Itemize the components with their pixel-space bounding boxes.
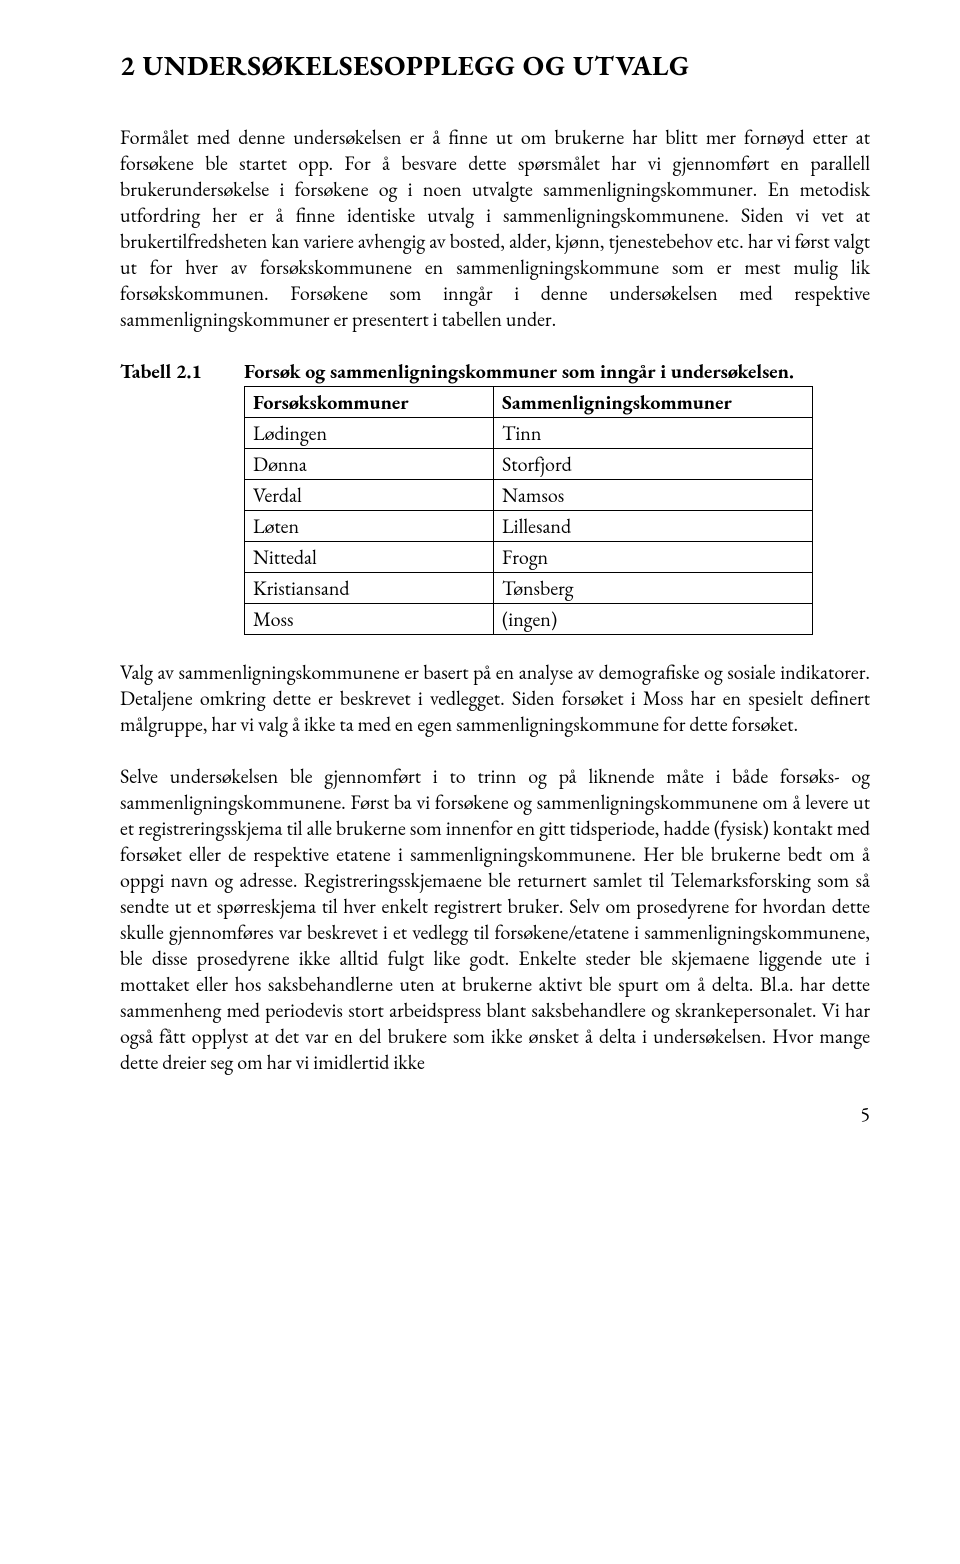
table-cell: Verdal xyxy=(245,480,494,511)
table-cell: Lillesand xyxy=(494,511,813,542)
table-header-row: Forsøkskommuner Sammenligningskommuner xyxy=(245,387,813,418)
table-cell: Tinn xyxy=(494,418,813,449)
section-heading: 2 UNDERSØKELSESOPPLEGG OG UTVALG xyxy=(120,48,870,84)
page-number: 5 xyxy=(120,1101,870,1127)
table-cell: Lødingen xyxy=(245,418,494,449)
table-row: Verdal Namsos xyxy=(245,480,813,511)
table-label: Tabell 2.1 xyxy=(120,358,244,384)
table-row: Løten Lillesand xyxy=(245,511,813,542)
table-row: Dønna Storfjord xyxy=(245,449,813,480)
paragraph-1: Formålet med denne undersøkelsen er å fi… xyxy=(120,124,870,332)
table-row: Nittedal Frogn xyxy=(245,542,813,573)
table-header-a: Forsøkskommuner xyxy=(245,387,494,418)
table-cell: Løten xyxy=(245,511,494,542)
table-cell: Nittedal xyxy=(245,542,494,573)
table-cell: Frogn xyxy=(494,542,813,573)
table-cell: Moss xyxy=(245,604,494,635)
paragraph-2: Valg av sammenligningskommunene er baser… xyxy=(120,659,870,737)
table-2-1: Tabell 2.1 Forsøk og sammenligningskommu… xyxy=(120,358,870,635)
table-row: Moss (ingen) xyxy=(245,604,813,635)
table-cell: Dønna xyxy=(245,449,494,480)
table-cell: Kristiansand xyxy=(245,573,494,604)
table-cell: Tønsberg xyxy=(494,573,813,604)
table-caption: Tabell 2.1 Forsøk og sammenligningskommu… xyxy=(120,358,870,384)
table-header-b: Sammenligningskommuner xyxy=(494,387,813,418)
comparison-table: Forsøkskommuner Sammenligningskommuner L… xyxy=(244,386,813,635)
table-cell: (ingen) xyxy=(494,604,813,635)
table-cell: Storfjord xyxy=(494,449,813,480)
paragraph-3: Selve undersøkelsen ble gjennomført i to… xyxy=(120,763,870,1075)
table-row: Lødingen Tinn xyxy=(245,418,813,449)
table-cell: Namsos xyxy=(494,480,813,511)
table-row: Kristiansand Tønsberg xyxy=(245,573,813,604)
table-title: Forsøk og sammenligningskommuner som inn… xyxy=(244,358,794,384)
